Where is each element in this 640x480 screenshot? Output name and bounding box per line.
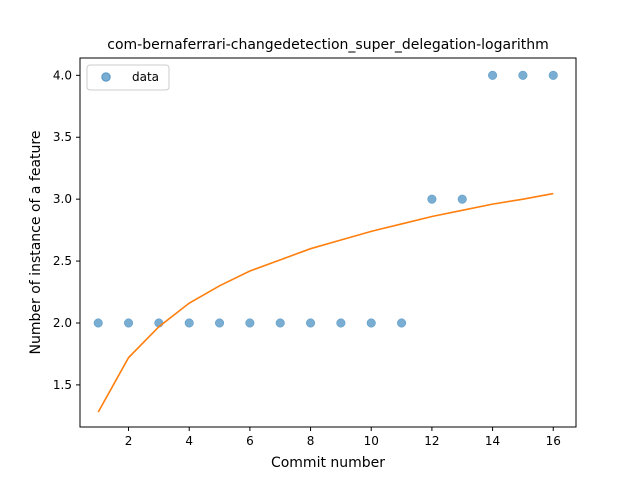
legend-box — [86, 64, 170, 91]
data-point — [366, 318, 376, 328]
x-tick-label: 6 — [246, 434, 254, 448]
y-tick-label: 2.5 — [53, 254, 72, 268]
y-axis-label: Number of instance of a feature — [28, 131, 44, 355]
y-tick-label: 1.5 — [53, 378, 72, 392]
x-tick-label: 10 — [364, 434, 379, 448]
y-tick-label: 4.0 — [53, 68, 72, 82]
x-tick-label: 14 — [485, 434, 500, 448]
data-point — [518, 70, 528, 80]
data-point — [245, 318, 255, 328]
x-axis: 2 4 6 8 10 12 14 16 — [125, 427, 561, 448]
y-axis: 1.5 2.0 2.5 3.0 3.5 4.0 — [53, 68, 80, 392]
data-point — [275, 318, 285, 328]
data-point — [214, 318, 225, 328]
data-point — [427, 194, 437, 204]
x-tick-label: 8 — [307, 434, 315, 448]
data-point — [397, 318, 407, 328]
x-tick-label: 4 — [185, 434, 193, 448]
y-tick-label: 2.0 — [53, 316, 72, 330]
x-tick-label: 12 — [424, 434, 439, 448]
chart-title: com-bernaferrari-changedetection_super_d… — [107, 37, 548, 53]
legend-marker-data — [101, 72, 111, 82]
data-point — [184, 318, 194, 328]
data-point — [548, 70, 558, 80]
x-tick-label: 16 — [546, 434, 561, 448]
data-point — [306, 318, 316, 328]
data-point — [488, 70, 498, 80]
data-point — [336, 318, 346, 328]
x-tick-label: 2 — [125, 434, 133, 448]
data-point — [123, 318, 134, 328]
legend-label-data: data — [132, 70, 159, 84]
fit-line — [97, 192, 554, 413]
y-tick-label: 3.0 — [53, 192, 72, 206]
y-tick-label: 3.5 — [53, 130, 72, 144]
data-point — [93, 318, 103, 328]
plot-area — [93, 70, 558, 413]
plot-frame — [79, 57, 577, 428]
legend: data — [86, 64, 170, 91]
x-axis-label: Commit number — [271, 455, 385, 471]
data-point — [457, 194, 467, 204]
